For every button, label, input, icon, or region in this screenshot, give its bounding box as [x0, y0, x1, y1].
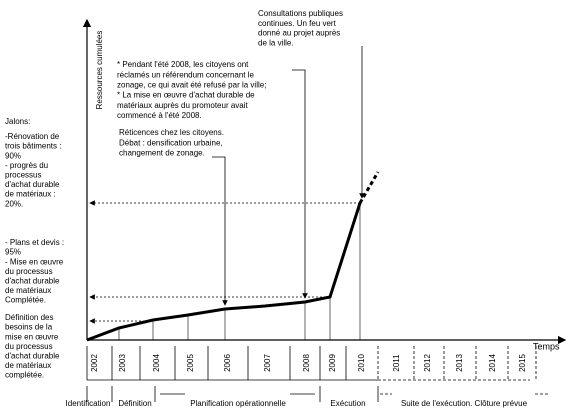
year-label: 2008 — [302, 354, 311, 372]
milestone-text: complétée. — [5, 371, 44, 380]
milestone-text: 95% — [5, 248, 21, 257]
x-axis-label: Temps — [533, 341, 560, 351]
year-label: 2014 — [488, 354, 497, 372]
year-label: 2004 — [152, 354, 161, 372]
year-label: 2005 — [186, 354, 195, 372]
phase-label: Définition — [118, 399, 151, 408]
milestone-text: du processus — [5, 342, 53, 351]
annotation-text: de la ville. — [258, 39, 294, 48]
milestone-text: mise en œuvre — [5, 332, 59, 341]
milestone-text: - Mise en œuvre — [5, 257, 64, 266]
phase-row — [86, 386, 550, 402]
milestone-text: de matériaux : — [5, 190, 56, 199]
milestone-text: d'achat durable — [5, 180, 60, 189]
annotation-text: Consultations publiques — [258, 9, 343, 18]
y-axis-label: Ressources cumulées — [95, 31, 104, 110]
curve — [86, 46, 380, 342]
phase-label: Planification opérationnelle — [190, 399, 286, 408]
phase-label: Identification — [66, 399, 111, 408]
year-row — [86, 346, 530, 381]
milestone-text: trois bâtiments : — [5, 142, 61, 151]
annotation-text: * La mise en œuvre d'achat durable de — [117, 91, 255, 100]
phase-label: Suite de l'exécution. Clôture prévue — [401, 399, 528, 408]
year-label: 2003 — [118, 354, 127, 372]
year-label: 2006 — [223, 354, 232, 372]
milestone-text: de matériaux — [5, 361, 51, 370]
annotation-text: continues. Un feu vert — [258, 19, 337, 28]
year-label: 2011 — [392, 354, 401, 372]
milestone-text: d'achat durable — [5, 277, 60, 286]
annotation-text: commencé à l'été 2008. — [117, 111, 202, 120]
milestone-text: d'achat durable — [5, 352, 60, 361]
milestone-text: processus — [5, 171, 41, 180]
milestone-text: -Rénovation de — [5, 132, 60, 141]
milestone-text: - Plans et devis : — [5, 238, 64, 247]
milestone-text: de matériaux — [5, 286, 51, 295]
year-label: 2010 — [357, 354, 366, 372]
year-label: 2002 — [90, 354, 99, 372]
axes — [82, 18, 567, 345]
annotation-text: * Pendant l'été 2008, les citoyens ont — [117, 60, 249, 69]
annotation-text: donné au projet auprès — [258, 29, 340, 38]
year-label: 2012 — [423, 354, 432, 372]
annotation-text: zonage, ce qui avait été refusé par la v… — [117, 81, 266, 90]
annotation-text: Réticences chez les citoyens. — [119, 128, 224, 137]
milestones-title: Jalons: — [5, 117, 30, 126]
annotation-text: changement de zonage. — [119, 149, 205, 158]
milestone-text: du processus — [5, 267, 53, 276]
year-label: 2009 — [328, 354, 337, 372]
phase-label: Exécution — [330, 399, 365, 408]
annotation-text: Débat : densification urbaine, — [119, 138, 223, 147]
milestone-text: 20%. — [5, 199, 23, 208]
milestone-text: besoins de la — [5, 323, 53, 332]
milestone-text: Définition des — [5, 313, 53, 322]
milestone-text: - progrès du — [5, 161, 48, 170]
year-label: 2013 — [455, 354, 464, 372]
year-label: 2015 — [518, 354, 527, 372]
milestone-text: 90% — [5, 151, 21, 160]
year-label: 2007 — [263, 354, 272, 372]
annotation-text: réclamés un référendum concernant le — [117, 70, 255, 79]
annotation-text: matériaux auprès du promoteur avait — [117, 101, 249, 110]
milestone-text: Complétée. — [5, 296, 46, 305]
